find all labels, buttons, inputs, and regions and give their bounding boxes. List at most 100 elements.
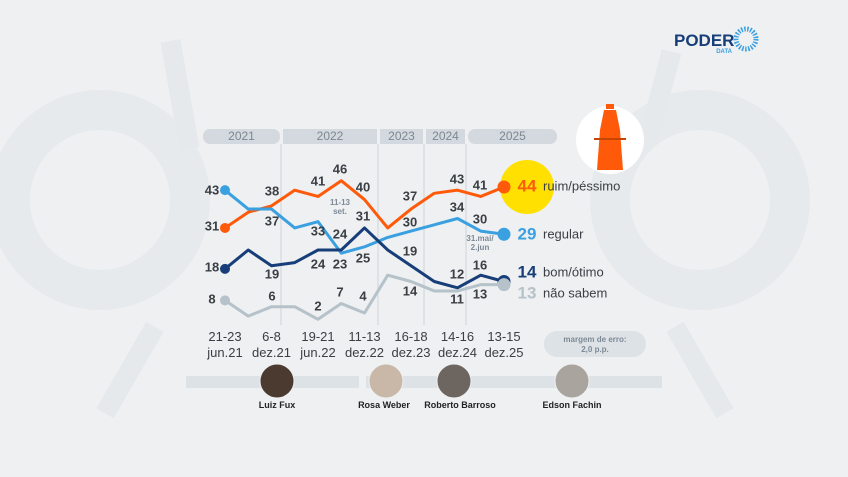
justice-name: Edson Fachin xyxy=(542,400,601,410)
data-label: 4 xyxy=(359,288,367,303)
series-line-2 xyxy=(224,226,505,290)
x-tick-month: dez.24 xyxy=(438,345,477,360)
data-label: 19 xyxy=(403,243,417,258)
data-label: 38 xyxy=(265,183,279,198)
end-point xyxy=(497,278,511,292)
year-label: 2025 xyxy=(499,129,526,143)
year-label: 2021 xyxy=(228,129,255,143)
justice-name: Luiz Fux xyxy=(259,400,296,410)
x-tick-month: dez.22 xyxy=(345,345,384,360)
year-segment-2023 xyxy=(380,129,423,144)
justice-name: Roberto Barroso xyxy=(424,400,496,410)
legend: 44 ruim/péssimo 29 regular 14 bom/ótimo 13 não … xyxy=(518,176,621,302)
series-line-1 xyxy=(224,188,505,255)
data-label: 33 xyxy=(311,223,325,238)
justice-photo xyxy=(259,363,295,399)
series-lines xyxy=(220,179,511,321)
series-name: bom/ótimo xyxy=(543,264,604,279)
data-label: 24 xyxy=(311,256,326,271)
series-name: regular xyxy=(543,226,584,241)
data-label: 6 xyxy=(268,288,275,303)
x-tick-day: 6-8 xyxy=(262,329,281,344)
justice-statue-icon xyxy=(576,104,644,174)
year-label: 2022 xyxy=(317,129,344,143)
poder-data-logo: PODER DATA xyxy=(674,26,759,55)
year-bar: 2021 2022 2023 2024 2025 xyxy=(203,129,557,144)
x-tick-day: 21-23 xyxy=(208,329,241,344)
final-value: 29 xyxy=(518,224,537,243)
margin-of-error-note: margem de erro: 2,0 p.p. xyxy=(544,331,646,357)
data-label: 11 xyxy=(450,291,464,306)
justices-timeline xyxy=(186,376,662,388)
data-label: 13 xyxy=(473,286,487,301)
data-label: 25 xyxy=(356,250,370,265)
data-label: 18 xyxy=(205,259,219,274)
x-tick-day: 13-15 xyxy=(487,329,520,344)
svg-text:margem de erro:: margem de erro: xyxy=(563,335,626,344)
data-label: 2 xyxy=(314,298,321,313)
data-label: 19 xyxy=(265,266,279,281)
x-axis-labels: 21-23jun.216-8dez.2119-21jun.2211-13dez.… xyxy=(206,329,523,360)
series-line-3 xyxy=(224,273,504,321)
annotation-jun-2: 2.jun xyxy=(471,243,490,252)
data-label: 24 xyxy=(333,226,348,241)
x-tick-day: 11-13 xyxy=(348,329,380,344)
justice-photo xyxy=(368,363,404,399)
svg-text:PODER: PODER xyxy=(674,31,734,50)
x-tick-day: 19-21 xyxy=(301,329,334,344)
justice-photo xyxy=(436,363,472,399)
data-label: 14 xyxy=(403,283,418,298)
final-value: 44 xyxy=(518,176,537,195)
svg-text:DATA: DATA xyxy=(716,49,732,55)
highlight-circle xyxy=(500,160,554,214)
x-tick-month: jun.21 xyxy=(206,345,242,360)
final-value: 14 xyxy=(518,262,537,281)
justice-photo xyxy=(554,363,590,399)
x-tick-month: dez.23 xyxy=(391,345,430,360)
start-point xyxy=(220,263,230,274)
start-point xyxy=(220,222,230,233)
data-label: 43 xyxy=(205,182,219,197)
x-tick-day: 16-18 xyxy=(394,329,427,344)
data-label: 37 xyxy=(403,188,417,203)
background-rays xyxy=(0,39,810,419)
data-label: 37 xyxy=(265,213,279,228)
annotation-sep-1: 11-13 xyxy=(330,198,351,207)
annotation-sep-2: set. xyxy=(333,207,347,216)
data-label: 40 xyxy=(356,179,370,194)
data-label: 7 xyxy=(336,284,343,299)
start-point xyxy=(220,185,230,196)
year-label: 2024 xyxy=(432,129,459,143)
x-tick-month: dez.21 xyxy=(252,345,291,360)
end-point xyxy=(497,180,511,194)
series-name: ruim/péssimo xyxy=(543,178,620,193)
year-segment-2024 xyxy=(426,129,465,144)
start-point xyxy=(220,295,230,306)
data-label: 34 xyxy=(450,199,465,214)
final-value: 13 xyxy=(518,283,537,302)
data-label: 31 xyxy=(205,218,219,233)
year-segment-2021 xyxy=(203,129,280,144)
data-label: 16 xyxy=(473,257,487,272)
series-name: não sabem xyxy=(543,285,607,300)
data-label: 31 xyxy=(356,208,370,223)
annotation-jun-1: 31.mai/ xyxy=(466,234,494,243)
justice-name: Rosa Weber xyxy=(358,400,410,410)
series-line-0 xyxy=(224,179,505,230)
data-label: 30 xyxy=(473,211,487,226)
x-tick-day: 14-16 xyxy=(441,329,474,344)
year-segment-2022 xyxy=(283,129,377,144)
year-label: 2023 xyxy=(388,129,415,143)
data-label: 30 xyxy=(403,214,417,229)
data-label: 41 xyxy=(473,177,487,192)
svg-text:2,0 p.p.: 2,0 p.p. xyxy=(581,345,609,354)
x-tick-month: dez.25 xyxy=(484,345,523,360)
data-label: 43 xyxy=(450,171,464,186)
data-label: 23 xyxy=(333,256,347,271)
data-label: 41 xyxy=(311,173,325,188)
data-label: 8 xyxy=(208,291,215,306)
data-label: 12 xyxy=(450,266,464,281)
end-point xyxy=(497,227,511,241)
